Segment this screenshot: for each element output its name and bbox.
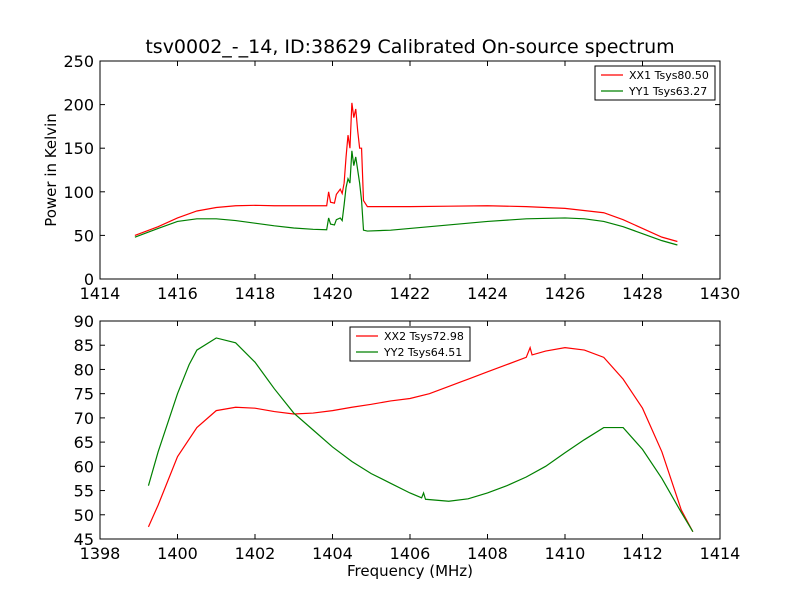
top-ytick-label: 250 (63, 52, 94, 71)
top-xtick-label: 1420 (312, 284, 353, 303)
bottom-plot-xlabel: Frequency (MHz) (347, 562, 473, 580)
bottom-ytick-label: 75 (74, 385, 94, 404)
bottom-plot-legend: XX2 Tsys72.98 YY2 Tsys64.51 (349, 326, 471, 362)
bottom-ytick-label: 45 (74, 530, 94, 549)
top-legend-label-xx1: XX1 Tsys80.50 (629, 69, 709, 82)
top-ytick-label: 100 (63, 183, 94, 202)
bottom-ytick-label: 55 (74, 482, 94, 501)
bottom-xtick-label: 1398 (80, 544, 121, 563)
top-plot-legend: XX1 Tsys80.50 YY1 Tsys63.27 (594, 65, 716, 101)
top-legend-label-yy1: YY1 Tsys63.27 (628, 85, 707, 98)
bottom-ytick-label: 80 (74, 360, 94, 379)
bottom-ytick-label: 70 (74, 409, 94, 428)
bottom-ytick-label: 85 (74, 336, 94, 355)
bottom-ytick-label: 90 (74, 312, 94, 331)
top-ytick-label: 0 (84, 270, 94, 289)
bottom-xtick-label: 1412 (622, 544, 663, 563)
top-xtick-label: 1424 (467, 284, 508, 303)
bottom-xtick-label: 1404 (312, 544, 353, 563)
bottom-xtick-label: 1402 (235, 544, 276, 563)
top-xtick-label: 1418 (235, 284, 276, 303)
bottom-legend-box (349, 326, 471, 362)
top-ytick-label: 50 (74, 226, 94, 245)
bottom-xtick-label: 1414 (700, 544, 741, 563)
bottom-ytick-label: 60 (74, 457, 94, 476)
top-plot: 1414 1416 1418 1420 1422 1424 1426 1428 1430 0 50 1… (42, 52, 740, 303)
bottom-ytick-label: 65 (74, 433, 94, 452)
bottom-xtick-label: 1408 (467, 544, 508, 563)
chart-title: tsv0002_-_14, ID:38629 Calibrated On-sou… (145, 36, 674, 58)
top-series-xx1 (134, 102, 678, 243)
bottom-xtick-label: 1400 (157, 544, 198, 563)
bottom-xtick-label: 1410 (545, 544, 586, 563)
top-series-yy1 (134, 150, 678, 246)
top-legend-box (594, 65, 716, 101)
bottom-ytick-label: 50 (74, 506, 94, 525)
top-xtick-label: 1430 (700, 284, 741, 303)
bottom-legend-label-xx2: XX2 Tsys72.98 (384, 330, 464, 343)
bottom-legend-label-yy2: YY2 Tsys64.51 (383, 346, 462, 359)
bottom-xtick-label: 1406 (390, 544, 431, 563)
top-xtick-label: 1414 (80, 284, 121, 303)
top-ytick-label: 150 (63, 139, 94, 158)
bottom-series-yy2 (147, 337, 694, 533)
bottom-plot: 1398 1400 1402 1404 1406 1408 1410 1412 1414 45 50… (74, 312, 741, 580)
top-ytick-label: 200 (63, 96, 94, 115)
top-xtick-label: 1422 (390, 284, 431, 303)
top-xtick-label: 1428 (622, 284, 663, 303)
top-plot-ylabel: Power in Kelvin (42, 113, 60, 227)
top-xtick-label: 1426 (545, 284, 586, 303)
bottom-series-xx2 (147, 345, 694, 533)
top-xtick-label: 1416 (157, 284, 198, 303)
